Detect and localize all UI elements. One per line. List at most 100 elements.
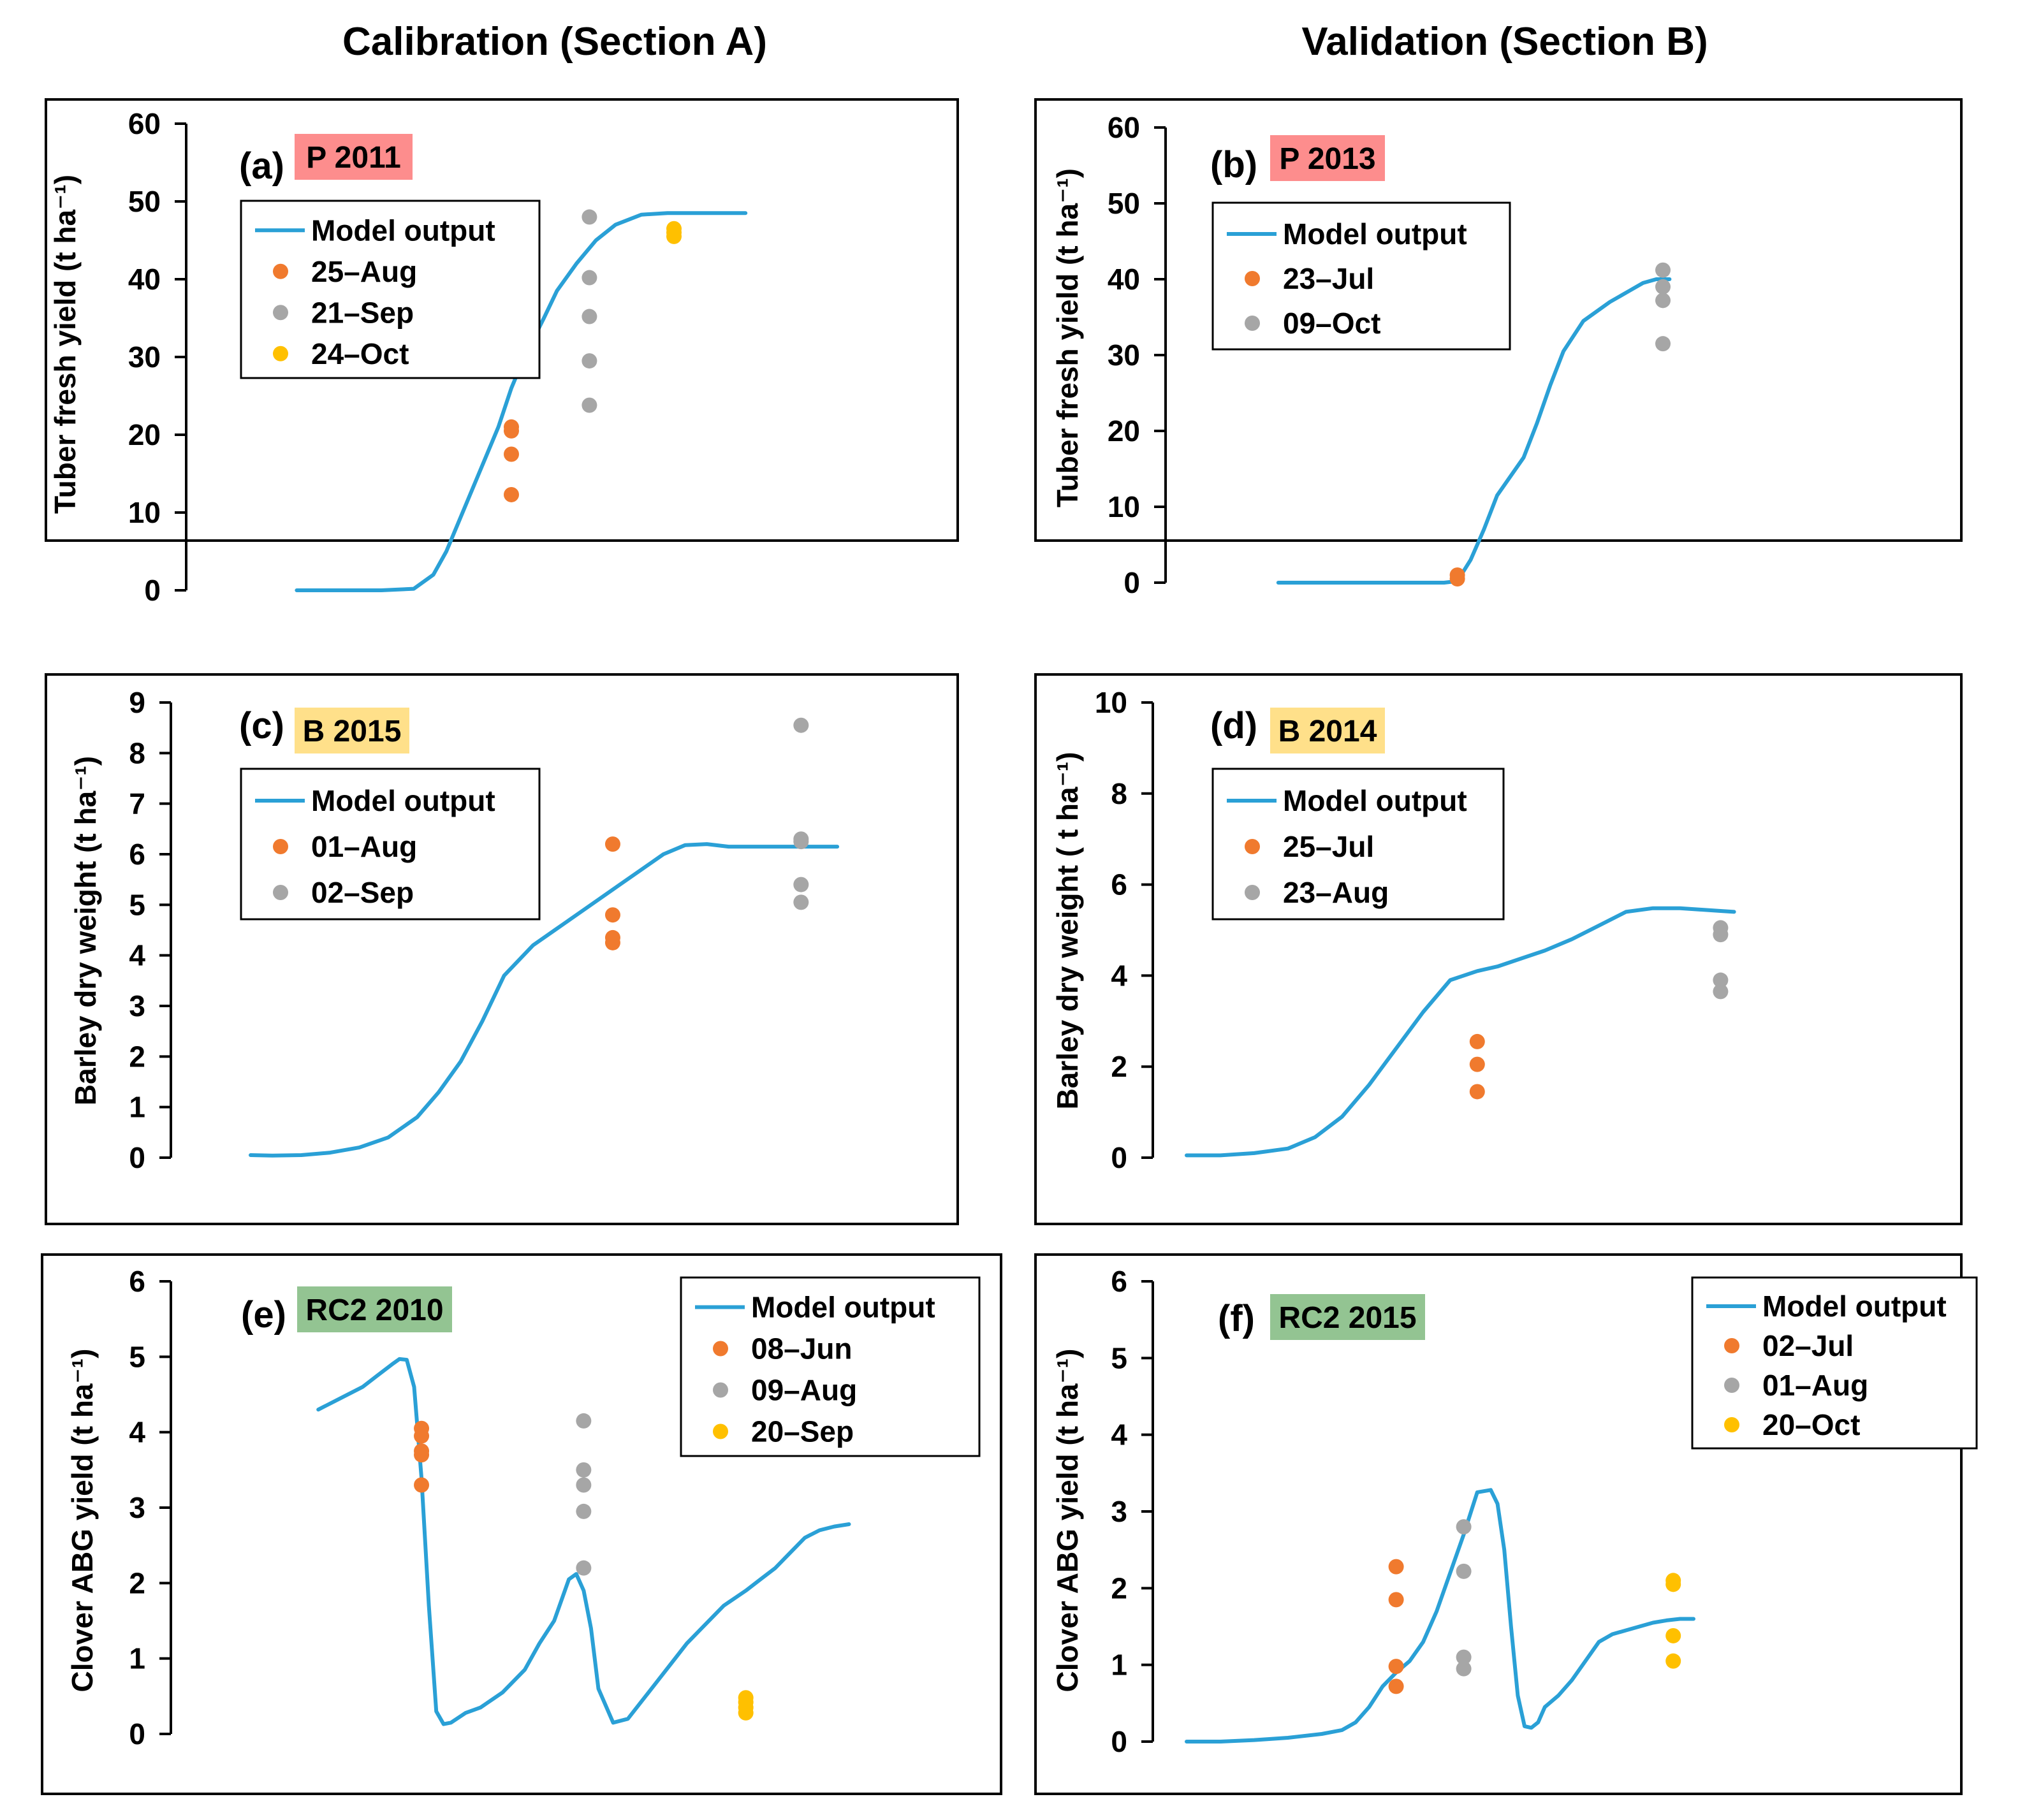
panel-label: (c) [239, 705, 284, 746]
model-output-line [1185, 906, 1736, 1158]
legend-entry-label: 24–Oct [311, 337, 409, 370]
panel-label: (d) [1210, 705, 1257, 746]
y-tick-label: 10 [128, 496, 161, 529]
data-point-02–jul [1388, 1659, 1404, 1675]
legend-dot-swatch [1724, 1417, 1739, 1432]
badge-label: P 2011 [306, 141, 401, 175]
column-title-validation: Validation (Section B) [1301, 20, 1708, 64]
legend-entry-label: 09–Oct [1283, 307, 1380, 340]
legend-dot-swatch [713, 1382, 728, 1398]
data-point-09–oct [1655, 279, 1671, 295]
data-point-25–aug [504, 486, 519, 502]
model-output-line [1185, 1488, 1695, 1744]
legend-entry-label: Model output [751, 1291, 935, 1324]
y-axis-label: Tuber fresh yield (t ha⁻¹) [48, 175, 82, 514]
panel-label: (b) [1210, 144, 1257, 186]
y-tick-label: 10 [1095, 686, 1127, 719]
data-point-23–aug [1713, 927, 1729, 943]
y-tick-label: 8 [129, 736, 145, 769]
badge-label: RC2 2015 [1278, 1301, 1416, 1335]
legend-entry-label: 25–Aug [311, 255, 417, 288]
y-tick-label: 4 [1111, 959, 1127, 992]
y-tick-label: 2 [1111, 1571, 1127, 1605]
y-tick-label: 50 [128, 185, 161, 218]
data-point-02–jul [1388, 1678, 1404, 1694]
data-point-23–aug [1713, 972, 1729, 988]
legend-dot-swatch [273, 346, 288, 361]
panel-frame [1034, 1253, 1963, 1795]
legend-box [1211, 768, 1505, 921]
column-title-calibration: Calibration (Section A) [342, 20, 767, 64]
y-tick-label: 30 [128, 340, 161, 374]
chart-panel-a: 0 10 20 30 40 50 60 Tuber fresh yield (t ha⁻¹) (… [45, 98, 959, 607]
badge-background [1270, 135, 1385, 181]
data-point-25–jul [1469, 1056, 1485, 1072]
data-point-02–sep [793, 894, 809, 910]
chart-panel-c: 0 1 2 3 4 5 6 7 8 9 Barley dry weight (t ha⁻¹) (c) B… [45, 673, 959, 1225]
legend-dot-swatch [273, 839, 288, 854]
data-point-09–aug [576, 1477, 592, 1493]
legend-entry-label: Model output [1283, 784, 1467, 817]
legend-entry-label: 21–Sep [311, 296, 414, 329]
data-point-02–sep [793, 717, 809, 733]
y-tick-label: 3 [129, 989, 145, 1023]
data-point-09–aug [576, 1503, 592, 1519]
y-axis-label: Barley dry weight ( t ha⁻¹) [1051, 752, 1084, 1109]
data-point-25–jul [1469, 1033, 1485, 1049]
data-point-02–sep [793, 834, 809, 850]
y-tick-label: 6 [129, 1265, 145, 1298]
badge-label: B 2014 [1278, 715, 1377, 748]
y-tick-label: 6 [129, 838, 145, 871]
y-tick-label: 4 [1111, 1418, 1127, 1452]
y-tick-label: 9 [129, 686, 145, 719]
legend-dot-swatch [1245, 316, 1260, 331]
y-tick-label: 7 [129, 787, 145, 820]
data-point-25–aug [504, 446, 519, 462]
y-tick-label: 8 [1111, 777, 1127, 810]
data-point-21–sep [582, 309, 597, 324]
y-tick-label: 40 [1108, 263, 1140, 296]
y-tick-label: 4 [129, 1416, 145, 1449]
badge-label: P 2013 [1279, 142, 1375, 176]
panel-label: (e) [241, 1294, 286, 1336]
legend-entry-label: 23–Jul [1283, 262, 1374, 295]
y-tick-label: 1 [129, 1091, 145, 1124]
chart-panel-d: 0 2 4 6 8 10 Barley dry weight ( t ha⁻¹) (d) B 2… [1034, 673, 1963, 1225]
data-point-02–jul [1388, 1592, 1404, 1608]
y-tick-label: 0 [129, 1717, 145, 1751]
data-point-20–oct [1665, 1576, 1681, 1592]
y-tick-label: 3 [129, 1491, 145, 1524]
y-tick-label: 20 [1108, 414, 1140, 448]
legend-entry-label: Model output [1283, 217, 1467, 251]
y-tick-label: 0 [1123, 566, 1140, 599]
legend-dot-swatch [273, 263, 288, 279]
data-point-09–oct [1655, 336, 1671, 352]
legend-entry-label: Model output [311, 784, 495, 817]
data-point-09–aug [576, 1462, 592, 1478]
y-tick-label: 60 [128, 107, 161, 140]
data-point-20–sep [738, 1705, 754, 1721]
legend-entry-label: Model output [1762, 1290, 1947, 1323]
y-tick-label: 2 [129, 1040, 145, 1073]
legend-box [1211, 201, 1511, 351]
y-tick-label: 0 [1111, 1725, 1127, 1758]
y-tick-label: 0 [144, 574, 161, 607]
y-tick-label: 5 [129, 888, 145, 921]
y-tick-label: 6 [1111, 1265, 1127, 1298]
badge-background [295, 134, 413, 180]
panel-label: (f) [1218, 1298, 1255, 1339]
legend-box [240, 768, 541, 921]
y-tick-label: 4 [129, 939, 145, 972]
data-point-20–oct [1665, 1627, 1681, 1643]
y-tick-label: 5 [1111, 1341, 1127, 1374]
panel-frame [1034, 673, 1963, 1225]
legend-dot-swatch [273, 305, 288, 321]
y-tick-label: 10 [1108, 490, 1140, 523]
legend-dot-swatch [273, 885, 288, 900]
data-point-24–oct [666, 228, 682, 244]
panel-label: (a) [239, 145, 284, 187]
legend-entry-label: 25–Jul [1283, 830, 1374, 863]
model-output-line [249, 842, 840, 1158]
data-point-01–aug [1456, 1661, 1472, 1677]
data-point-01–aug [1456, 1519, 1472, 1535]
